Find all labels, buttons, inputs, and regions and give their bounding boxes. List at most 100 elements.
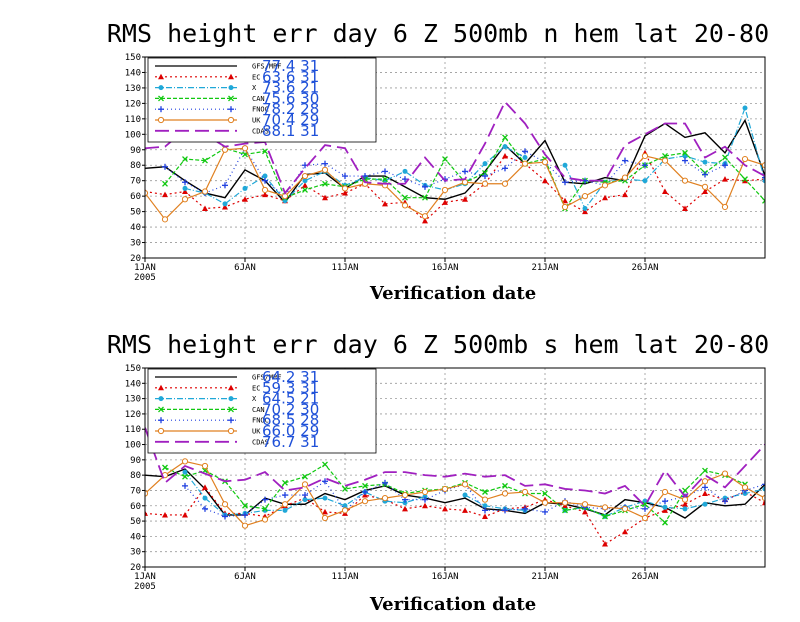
legend-marker bbox=[227, 116, 235, 124]
data-point bbox=[541, 499, 549, 506]
y-tick-label: 80 bbox=[130, 161, 141, 171]
data-point bbox=[342, 485, 348, 492]
data-point bbox=[522, 505, 528, 512]
data-point bbox=[202, 505, 208, 512]
data-point bbox=[662, 152, 668, 159]
data-point bbox=[642, 501, 648, 508]
y-tick-label: 40 bbox=[130, 532, 141, 542]
data-point bbox=[362, 488, 368, 495]
y-tick-label: 70 bbox=[130, 486, 141, 496]
data-point bbox=[702, 188, 708, 195]
legend-series-name: CAN bbox=[252, 95, 265, 103]
marker-stroke bbox=[162, 464, 168, 471]
data-point bbox=[602, 513, 608, 520]
data-point bbox=[402, 500, 408, 506]
data-point bbox=[382, 178, 388, 184]
data-point bbox=[402, 505, 408, 512]
data-point bbox=[341, 185, 349, 192]
y-tick-label: 130 bbox=[125, 395, 141, 405]
data-point bbox=[521, 488, 529, 496]
data-point bbox=[242, 196, 248, 202]
legend-series-name: X bbox=[252, 84, 257, 92]
data-point bbox=[542, 508, 548, 515]
data-point bbox=[542, 490, 548, 497]
data-point bbox=[442, 156, 448, 163]
data-point bbox=[762, 481, 765, 488]
data-point bbox=[281, 501, 289, 508]
series-x bbox=[182, 469, 765, 519]
marker-stroke bbox=[302, 187, 308, 193]
data-point bbox=[762, 486, 765, 492]
y-tick-label: 20 bbox=[130, 563, 141, 573]
data-point bbox=[282, 479, 288, 486]
legend-marker bbox=[157, 116, 165, 124]
data-point bbox=[182, 185, 188, 191]
data-point bbox=[482, 507, 488, 514]
data-point bbox=[322, 478, 328, 485]
x-tick-label: 11JAN bbox=[331, 263, 358, 273]
data-point bbox=[702, 467, 708, 474]
legend-marker bbox=[228, 384, 234, 391]
y-tick-label: 90 bbox=[130, 146, 141, 156]
data-point bbox=[362, 173, 368, 180]
chart-title: RMS height err day 6 Z 500mb n hem lat 2… bbox=[107, 19, 769, 48]
data-point bbox=[182, 473, 188, 480]
data-point bbox=[761, 495, 765, 502]
data-point bbox=[262, 191, 268, 198]
y-tick-label: 110 bbox=[125, 425, 141, 435]
chart-panel-south: RMS height err day 6 Z 500mb s hem lat 2… bbox=[107, 330, 769, 615]
x-tick-year-label: 2005 bbox=[134, 582, 156, 592]
x-tick-label: 16JAN bbox=[431, 263, 458, 273]
y-tick-label: 30 bbox=[130, 548, 141, 558]
legend-series-stat: 77.4 31 bbox=[262, 57, 319, 75]
data-point bbox=[261, 186, 269, 194]
data-point bbox=[462, 196, 468, 202]
data-point bbox=[161, 216, 169, 223]
marker-stroke bbox=[228, 95, 234, 102]
legend-marker bbox=[158, 396, 164, 402]
marker-stroke bbox=[262, 148, 268, 155]
data-point bbox=[702, 490, 708, 497]
data-point bbox=[181, 458, 189, 465]
legend-series-name: FNOC bbox=[252, 417, 269, 425]
data-point bbox=[502, 482, 508, 489]
plot-frame bbox=[144, 367, 766, 568]
data-point bbox=[441, 485, 449, 493]
data-point bbox=[422, 217, 428, 224]
data-point bbox=[702, 171, 708, 178]
data-point bbox=[182, 469, 188, 475]
data-point bbox=[145, 189, 149, 197]
data-point bbox=[182, 511, 188, 518]
marker-stroke bbox=[722, 154, 728, 161]
marker-stroke bbox=[542, 490, 548, 497]
data-point bbox=[202, 495, 208, 501]
legend-marker bbox=[228, 85, 234, 91]
data-point bbox=[182, 156, 188, 163]
data-point bbox=[502, 507, 508, 514]
data-point bbox=[662, 504, 668, 510]
data-point bbox=[342, 173, 348, 180]
legend-series-name: CDAS bbox=[252, 438, 269, 446]
y-tick-label: 40 bbox=[130, 223, 141, 233]
marker-stroke bbox=[158, 406, 164, 413]
y-tick-label: 60 bbox=[130, 502, 141, 512]
data-point bbox=[542, 177, 548, 184]
data-point bbox=[481, 180, 489, 187]
data-point bbox=[581, 501, 589, 508]
data-point bbox=[482, 513, 488, 519]
data-point bbox=[262, 177, 268, 184]
data-point bbox=[262, 148, 268, 155]
data-point bbox=[482, 489, 488, 495]
legend-marker bbox=[228, 106, 234, 113]
legend-series-name: UK bbox=[252, 117, 261, 125]
marker-stroke bbox=[158, 95, 164, 102]
data-point bbox=[162, 180, 168, 187]
data-point bbox=[742, 176, 748, 183]
data-point bbox=[322, 495, 328, 501]
legend-series-stat: 76.7 31 bbox=[262, 433, 319, 451]
data-point bbox=[322, 194, 328, 201]
data-point bbox=[201, 188, 209, 195]
